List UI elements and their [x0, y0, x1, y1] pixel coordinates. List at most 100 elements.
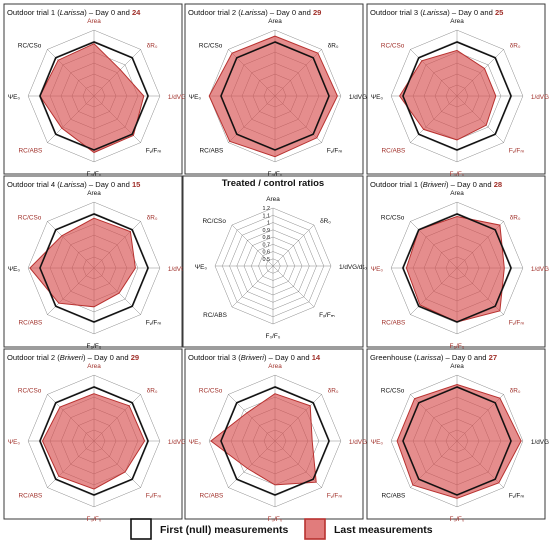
panel-title-part: Outdoor trial 2 ( — [7, 353, 60, 362]
center-axis-label: F₀/F₀ — [266, 333, 281, 340]
axis-label: RC/ABS — [200, 148, 224, 155]
axis-label: Area — [268, 363, 282, 370]
series-last-measurements — [398, 49, 497, 141]
axis-label: Fᵥ/Fₘ — [509, 320, 525, 327]
legend-swatch-first — [130, 518, 152, 540]
radar-panel: Outdoor trial 3 (Larissa) – Day 0 and 25… — [366, 3, 549, 178]
axis-label: RC/CSo — [381, 387, 405, 394]
radar-panel: Outdoor trial 2 (Briweri) – Day 0 and 29… — [3, 348, 196, 523]
center-axis-label: RC/ABS — [203, 312, 227, 319]
series-last-measurements — [210, 393, 317, 486]
center-axis-label: Area — [266, 196, 280, 203]
panel-title-part: Larissa — [241, 8, 265, 17]
panel-title-part: 15 — [132, 180, 141, 189]
center-panel: Treated / control ratios 0.50.6 0.70.80.9… — [182, 175, 367, 348]
axis-label: Area — [87, 18, 101, 25]
axis-label: δR₀ — [147, 42, 158, 49]
panel-title-part: ) – Day 0 and — [447, 8, 495, 17]
tick-label: 0.5 — [263, 257, 271, 263]
panel-title-part: Outdoor trial 3 ( — [370, 8, 423, 17]
axis-label: Area — [450, 18, 464, 25]
panel-title-part: ) – Day 0 and — [264, 353, 312, 362]
axis-label: F₀/F₀ — [450, 516, 465, 523]
axis-label: Fᵥ/Fₘ — [146, 493, 162, 500]
axis-label: Area — [450, 363, 464, 370]
center-panel-title: Treated / control ratios — [222, 178, 324, 189]
tick-label: 1.2 — [263, 206, 271, 212]
panel-title-part: ) – Day 0 and — [84, 8, 132, 17]
axis-label: RC/ABS — [200, 493, 224, 500]
center-grid-spoke — [231, 265, 274, 308]
axis-label: ΨE₀ — [8, 439, 21, 446]
panel-title-part: 29 — [131, 353, 139, 362]
panel-title-part: Outdoor trial 2 ( — [188, 8, 241, 17]
panel-title-part: Outdoor trial 3 ( — [188, 353, 241, 362]
panel-title-part: ) – Day 0 and — [446, 180, 494, 189]
axis-label: RC/ABS — [382, 148, 406, 155]
panel-title-part: ) – Day 0 and — [441, 353, 489, 362]
axis-label: RC/CSo — [18, 42, 42, 49]
axis-label: δR₀ — [510, 42, 521, 49]
panel-title-part: ) – Day 0 and — [265, 8, 313, 17]
axis-label: ΨE₀ — [371, 94, 384, 101]
axis-label: δR₀ — [328, 387, 339, 394]
panel-title: Greenhouse (Larissa) – Day 0 and 27 — [370, 353, 497, 362]
radar-panel: Outdoor trial 1 (Larissa) – Day 0 and 24… — [3, 3, 196, 178]
center-axis-label: Fᵥ/Fₘ — [319, 312, 335, 319]
center-axis-label: δR₀ — [320, 218, 331, 225]
series-first-measurements — [402, 213, 512, 323]
axis-label: RC/CSo — [18, 387, 42, 394]
axis-label: F₀/F₀ — [450, 171, 465, 178]
axis-label: δR₀ — [510, 387, 521, 394]
axis-label: F₀/F₀ — [87, 516, 102, 523]
center-axis-label: 1/dVG/dt₀ — [339, 264, 367, 271]
series-last-measurements — [39, 43, 145, 154]
axis-label: RC/ABS — [382, 320, 406, 327]
series-first-measurements — [402, 41, 512, 151]
axis-label: Fᵥ/Fₘ — [327, 493, 343, 500]
axis-label: F₀/F₀ — [87, 171, 102, 178]
panel-title: Outdoor trial 4 (Larissa) – Day 0 and 15 — [7, 180, 141, 189]
panel-title-part: Briweri — [423, 180, 447, 189]
axis-label: δR₀ — [510, 214, 521, 221]
axis-label: RC/CSo — [199, 42, 223, 49]
axis-label: ΨE₀ — [371, 266, 384, 273]
tick-label: 0.6 — [263, 250, 271, 256]
series-first-measurements — [402, 386, 512, 496]
panel-title-part: Outdoor trial 1 ( — [7, 8, 60, 17]
panel-title-part: Larissa — [60, 180, 84, 189]
axis-label: RC/ABS — [19, 493, 43, 500]
axis-label: Fᵥ/Fₘ — [509, 493, 525, 500]
axis-label: δR₀ — [147, 387, 158, 394]
axis-label: F₀/F₀ — [268, 171, 283, 178]
axis-label: 1/dVG/dt₀ — [531, 94, 549, 101]
axis-label: RC/ABS — [19, 320, 43, 327]
axis-label: 1/dVG/dt₀ — [531, 266, 549, 273]
series-last-measurements — [29, 217, 136, 308]
panel-title-part: 27 — [489, 353, 497, 362]
axis-label: RC/CSo — [381, 42, 405, 49]
axis-label: Area — [87, 363, 101, 370]
axis-label: Fᵥ/Fₘ — [327, 148, 343, 155]
axis-label: F₀/F₀ — [268, 516, 283, 523]
axis-label: F₀/F₀ — [450, 343, 465, 350]
radar-panel: Outdoor trial 2 (Larissa) – Day 0 and 29… — [184, 3, 377, 178]
axis-label: Fᵥ/Fₘ — [509, 148, 525, 155]
axis-label: Area — [268, 18, 282, 25]
panel-title-part: 14 — [312, 353, 321, 362]
axis-label: 1/dVG/dt₀ — [349, 439, 377, 446]
axis-label: 1/dVG/dt₀ — [168, 94, 196, 101]
axis-label: ΨE₀ — [8, 266, 21, 273]
axis-label: 1/dVG/dt₀ — [168, 266, 196, 273]
axis-label: ΨE₀ — [189, 94, 202, 101]
panel-title-part: Briweri — [60, 353, 84, 362]
series-first-measurements — [220, 386, 330, 496]
axis-label: Area — [450, 190, 464, 197]
axis-label: 1/dVG/dt₀ — [531, 439, 549, 446]
legend-swatch-last — [304, 518, 326, 540]
axis-label: δR₀ — [328, 42, 339, 49]
tick-label: 0.8 — [263, 235, 271, 241]
panel-title-part: Greenhouse ( — [370, 353, 417, 362]
axis-label: RC/CSo — [381, 214, 405, 221]
legend-label-first: First (null) measurements — [160, 524, 289, 536]
